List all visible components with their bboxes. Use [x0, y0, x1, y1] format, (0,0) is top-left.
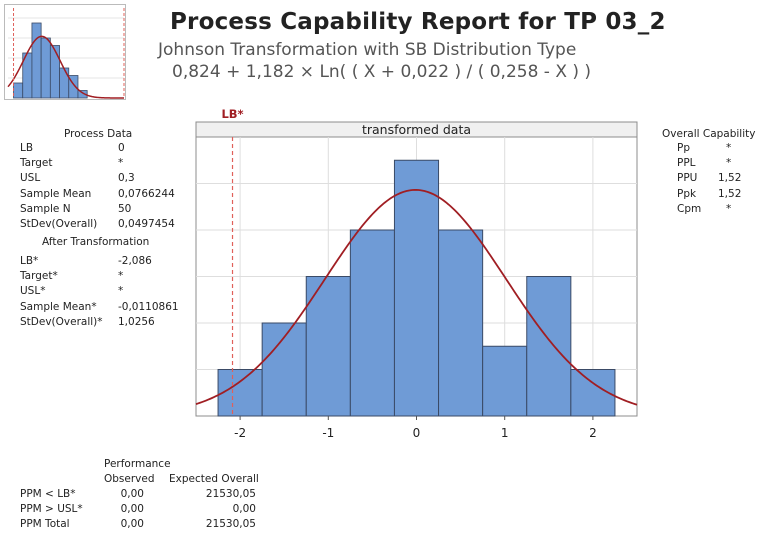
lb-limit-label: LB* — [221, 107, 243, 121]
overall-capability-header: Overall Capability — [662, 128, 756, 140]
row-value: * — [118, 285, 124, 298]
capability-row: Ppk 1,52 — [677, 187, 757, 202]
thumbnail-bar — [77, 90, 88, 99]
observed-value: 0,00 — [120, 518, 144, 531]
transformation-formula: 0,824 + 1,182 × Ln( ( X + 0,022 ) / ( 0,… — [172, 62, 592, 82]
row-label: PPU — [677, 172, 698, 185]
capability-row: PPL * — [677, 156, 757, 171]
row-label: Sample N — [20, 202, 71, 215]
capability-row: PPU 1,52 — [677, 171, 757, 186]
histogram-bar — [438, 229, 484, 417]
after-transformation-header: After Transformation — [42, 236, 150, 248]
row-value: * — [118, 157, 124, 170]
performance-table: PPM < LB* 0,00 21530,05 PPM > USL* 0,00 0,00… — [20, 487, 260, 533]
row-value: 0,0766244 — [118, 187, 175, 200]
row-label: StDev(Overall) — [20, 217, 98, 230]
x-tick-label: -2 — [234, 426, 246, 440]
process-data-row: USL 0,3 — [20, 171, 180, 186]
row-value: * — [726, 142, 732, 154]
histogram-bar — [393, 159, 440, 417]
row-value: 1,52 — [718, 172, 742, 185]
row-value: 0 — [118, 142, 125, 154]
row-value: * — [118, 270, 124, 283]
thumbnail-curve — [7, 35, 124, 99]
process-data-row: Sample Mean 0,0766244 — [20, 187, 180, 202]
process-data-row: LB 0 — [20, 141, 180, 156]
expected-value: 21530,05 — [205, 518, 256, 531]
row-label: LB* — [20, 255, 39, 267]
row-label: Sample Mean — [20, 187, 92, 200]
observed-value: 0,00 — [120, 488, 144, 500]
thumbnail-bar — [68, 75, 79, 99]
capability-row: Pp * — [677, 141, 757, 156]
observed-column-header: Observed — [104, 473, 155, 485]
histogram-bar — [526, 276, 572, 417]
row-label: PPL — [677, 157, 696, 170]
histogram-bar — [349, 229, 395, 417]
capability-row: Cpm * — [677, 202, 757, 217]
x-tick-label: -1 — [322, 426, 334, 440]
performance-row: PPM > USL* 0,00 0,00 — [20, 502, 260, 517]
x-tick-label: 0 — [413, 426, 421, 440]
thumbnail-histogram — [4, 4, 126, 100]
report-subtitle: Johnson Transformation with SB Distribut… — [158, 40, 577, 60]
row-label: Sample Mean* — [20, 300, 97, 313]
row-label: Target — [20, 157, 53, 170]
after-transformation-row: Target* * — [20, 269, 185, 284]
row-value: 0,0497454 — [118, 217, 175, 230]
x-tick-label: 1 — [501, 426, 509, 440]
histogram-bar — [305, 276, 351, 417]
x-tick-label: 2 — [589, 426, 597, 440]
performance-row: PPM Total 0,00 21530,05 — [20, 517, 260, 532]
row-label: Ppk — [677, 187, 697, 200]
row-value: -0,0110861 — [118, 300, 179, 313]
process-data-row: StDev(Overall) 0,0497454 — [20, 217, 180, 232]
row-value: 0,3 — [118, 172, 135, 185]
after-transformation-table: LB* -2,086 Target* * USL* * Sample Mean* -0,… — [20, 254, 185, 330]
after-transformation-row: Sample Mean* -0,0110861 — [20, 300, 185, 315]
process-data-row: Sample N 50 — [20, 202, 180, 217]
row-label: PPM Total — [20, 518, 70, 531]
after-transformation-row: USL* * — [20, 284, 185, 299]
histogram-bar — [217, 369, 263, 417]
expected-value: 0,00 — [232, 503, 256, 516]
row-value: * — [726, 202, 732, 215]
row-value: 1,0256 — [118, 315, 155, 328]
row-label: USL* — [20, 285, 46, 298]
row-label: LB — [20, 142, 34, 154]
after-transformation-row: StDev(Overall)* 1,0256 — [20, 315, 185, 330]
row-label: PPM < LB* — [20, 488, 76, 500]
process-data-row: Target * — [20, 156, 180, 171]
row-label: USL — [20, 172, 41, 185]
panel-header-label: transformed data — [362, 122, 471, 137]
performance-row: PPM < LB* 0,00 21530,05 — [20, 487, 260, 502]
report-title: Process Capability Report for TP 03_2 — [170, 9, 666, 35]
after-transformation-row: LB* -2,086 — [20, 254, 185, 269]
row-label: Cpm — [677, 202, 702, 215]
process-data-table: LB 0 Target * USL 0,3 Sample Mean 0,0766244 … — [20, 141, 180, 232]
expected-value: 21530,05 — [205, 488, 256, 500]
row-label: Target* — [20, 270, 58, 283]
row-label: Pp — [677, 142, 690, 154]
expected-overall-column-header: Expected Overall — [169, 473, 259, 485]
histogram-bar — [482, 345, 528, 417]
row-value: -2,086 — [118, 255, 152, 267]
process-data-header: Process Data — [64, 128, 133, 140]
row-value: 50 — [118, 202, 132, 215]
performance-header: Performance — [104, 458, 171, 470]
observed-value: 0,00 — [120, 503, 144, 516]
row-value: * — [726, 157, 732, 170]
row-label: PPM > USL* — [20, 503, 83, 516]
row-value: 1,52 — [718, 187, 742, 200]
overall-capability-table: Pp * PPL * PPU 1,52 Ppk 1,52 Cpm * — [677, 141, 757, 217]
row-label: StDev(Overall)* — [20, 315, 103, 328]
fitted-curve — [195, 189, 638, 406]
